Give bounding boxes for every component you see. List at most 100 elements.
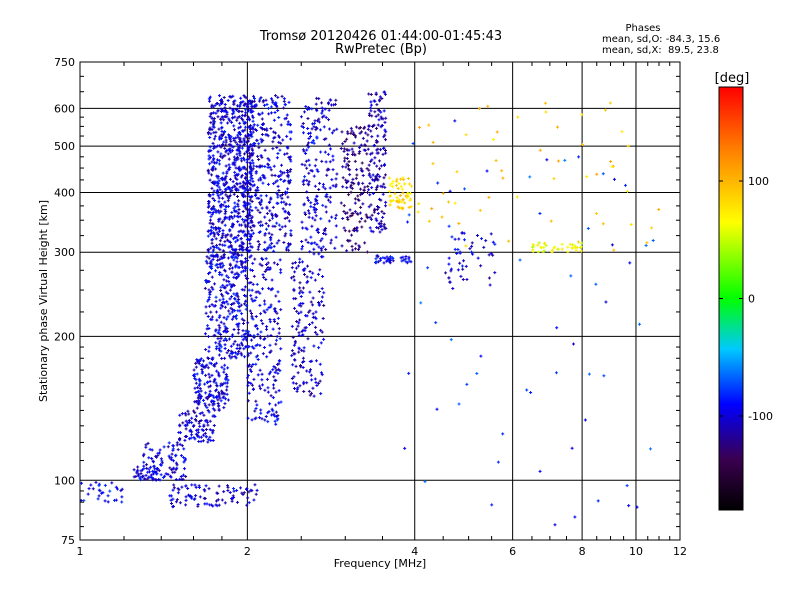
data-point	[211, 196, 215, 200]
data-point	[222, 381, 226, 385]
data-point	[252, 334, 256, 338]
data-point	[255, 196, 259, 200]
data-point	[225, 279, 229, 283]
data-point	[254, 206, 258, 210]
data-point	[381, 192, 385, 196]
data-point	[224, 164, 228, 168]
data-point	[601, 172, 605, 176]
data-point	[219, 289, 223, 293]
x-axis-ticks: 1 2 4 6 8 10 12	[77, 62, 687, 558]
data-point	[178, 437, 182, 441]
data-point	[108, 489, 112, 493]
data-point	[391, 198, 395, 202]
data-point	[228, 137, 232, 141]
data-point	[367, 205, 371, 209]
data-point	[219, 152, 223, 156]
data-point	[207, 148, 211, 152]
data-point	[318, 268, 322, 272]
data-point	[214, 263, 218, 267]
data-point	[91, 487, 95, 491]
data-point	[542, 245, 546, 249]
data-point	[484, 239, 488, 243]
data-point	[239, 341, 243, 345]
data-point	[322, 291, 326, 295]
data-point	[296, 324, 300, 328]
data-point	[218, 154, 222, 158]
data-point	[461, 267, 465, 271]
data-point	[246, 321, 250, 325]
data-point	[317, 188, 321, 192]
data-point	[216, 402, 220, 406]
data-point	[311, 296, 315, 300]
data-point	[227, 245, 231, 249]
data-point	[251, 282, 255, 286]
data-point	[488, 283, 492, 287]
data-point	[240, 317, 244, 321]
data-point	[367, 168, 371, 172]
data-point	[312, 247, 316, 251]
data-point	[379, 148, 383, 152]
chart-subtitle: RwPretec (Bp)	[335, 42, 427, 57]
data-point	[212, 380, 216, 384]
data-point	[279, 169, 283, 173]
data-point	[368, 226, 372, 230]
data-point	[325, 168, 329, 172]
data-point	[215, 369, 219, 373]
data-point	[263, 270, 267, 274]
data-point	[231, 145, 235, 149]
data-point	[216, 258, 220, 262]
data-point	[236, 238, 240, 242]
data-point	[300, 162, 304, 166]
data-point	[246, 107, 250, 111]
data-point	[236, 331, 240, 335]
phases-o-line: mean, sd,O: -84.3, 15.6	[602, 34, 720, 45]
data-point	[217, 374, 221, 378]
data-point	[238, 181, 242, 185]
data-point	[222, 253, 226, 257]
data-point	[306, 143, 310, 147]
data-point	[402, 258, 406, 262]
data-point	[197, 377, 201, 381]
data-point	[305, 227, 309, 231]
data-point	[249, 108, 253, 112]
data-point	[249, 205, 253, 209]
data-point	[278, 337, 282, 341]
plot-frame	[79, 61, 681, 541]
data-point	[304, 238, 308, 242]
data-point	[299, 365, 303, 369]
data-point	[648, 447, 652, 451]
data-point	[208, 503, 212, 507]
data-point	[244, 260, 248, 264]
data-point	[382, 176, 386, 180]
data-point	[225, 300, 229, 304]
data-point	[241, 230, 245, 234]
data-point	[184, 413, 188, 417]
data-point	[211, 250, 215, 254]
data-point	[311, 122, 315, 126]
data-point	[320, 373, 324, 377]
data-point	[214, 237, 218, 241]
data-point	[251, 224, 255, 228]
data-point	[271, 140, 275, 144]
data-point	[303, 175, 307, 179]
data-point	[323, 187, 327, 191]
data-point	[596, 499, 600, 503]
data-point	[308, 370, 312, 374]
data-point	[461, 277, 465, 281]
data-point	[303, 326, 307, 330]
data-point	[211, 403, 215, 407]
data-point	[368, 215, 372, 219]
data-point	[279, 173, 283, 177]
data-point	[218, 144, 222, 148]
data-point	[174, 500, 178, 504]
data-point	[217, 484, 221, 488]
data-point	[267, 286, 271, 290]
data-point	[625, 484, 629, 488]
data-point	[349, 190, 353, 194]
data-point	[210, 356, 214, 360]
data-point	[314, 107, 318, 111]
data-point	[214, 210, 218, 214]
data-point	[321, 317, 325, 321]
data-point	[295, 309, 299, 313]
data-point	[246, 103, 250, 107]
